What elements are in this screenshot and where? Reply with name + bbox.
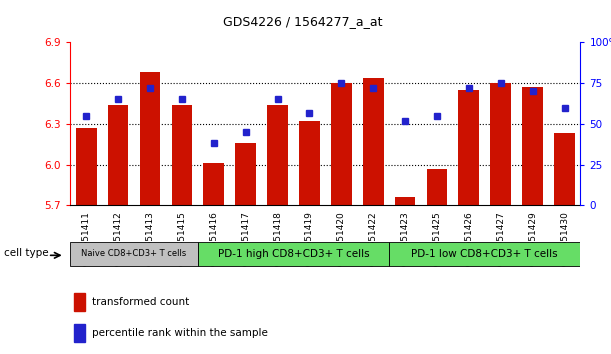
Bar [76,128,97,205]
Bar [458,90,479,205]
Bar [363,78,384,205]
Text: Naive CD8+CD3+ T cells: Naive CD8+CD3+ T cells [81,250,187,258]
Bar [395,197,415,205]
Bar [299,121,320,205]
Bar [140,72,160,205]
Bar [74,324,84,342]
Bar [172,105,192,205]
Text: PD-1 high CD8+CD3+ T cells: PD-1 high CD8+CD3+ T cells [218,249,369,259]
Text: transformed count: transformed count [92,297,189,307]
Text: PD-1 low CD8+CD3+ T cells: PD-1 low CD8+CD3+ T cells [411,249,558,259]
Bar [70,242,198,266]
Bar [235,143,256,205]
Bar [554,133,575,205]
Bar [108,105,128,205]
Bar [426,169,447,205]
Bar [267,105,288,205]
Bar [74,293,84,312]
Bar [331,83,352,205]
Text: percentile rank within the sample: percentile rank within the sample [92,328,268,338]
Bar [198,242,389,266]
Text: cell type: cell type [4,248,48,258]
Text: GDS4226 / 1564277_a_at: GDS4226 / 1564277_a_at [224,15,383,28]
Bar [491,83,511,205]
Bar [522,87,543,205]
Bar [389,242,580,266]
Bar [203,163,224,205]
